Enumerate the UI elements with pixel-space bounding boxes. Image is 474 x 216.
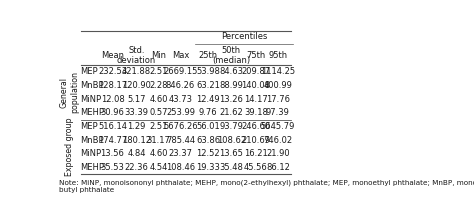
Text: MEP: MEP [81, 122, 98, 131]
Text: 2669.15: 2669.15 [163, 67, 198, 76]
Text: 35.48: 35.48 [219, 163, 243, 172]
Text: Min: Min [151, 51, 166, 60]
Text: 86.12: 86.12 [266, 163, 290, 172]
Text: 25th: 25th [199, 51, 218, 60]
Text: MEHP: MEHP [81, 163, 105, 172]
Text: 33.39: 33.39 [124, 108, 148, 117]
Text: 846.26: 846.26 [166, 81, 195, 90]
Text: General
population: General population [60, 71, 79, 113]
Text: 31.17: 31.17 [146, 135, 170, 145]
Text: 12.52: 12.52 [196, 149, 220, 158]
Text: 63.21: 63.21 [196, 81, 220, 90]
Text: 108.62: 108.62 [217, 135, 246, 145]
Text: 50th
(median): 50th (median) [212, 46, 250, 65]
Text: 785.44: 785.44 [166, 135, 195, 145]
Text: 421.88: 421.88 [122, 67, 151, 76]
Text: 108.46: 108.46 [166, 163, 195, 172]
Text: 63.86: 63.86 [196, 135, 220, 145]
Text: 5.17: 5.17 [127, 95, 146, 104]
Text: 45.56: 45.56 [244, 163, 268, 172]
Text: 88.99: 88.99 [219, 81, 243, 90]
Text: 128.17: 128.17 [98, 81, 127, 90]
Text: Mean: Mean [101, 51, 124, 60]
Text: 30.96: 30.96 [100, 108, 125, 117]
Text: 14.17: 14.17 [244, 95, 268, 104]
Text: 246.60: 246.60 [241, 122, 270, 131]
Text: 4.60: 4.60 [149, 149, 168, 158]
Text: MiNP: MiNP [81, 149, 102, 158]
Text: 17.76: 17.76 [266, 95, 290, 104]
Text: 35.53: 35.53 [100, 163, 125, 172]
Text: 97.39: 97.39 [266, 108, 290, 117]
Text: 43.73: 43.73 [168, 95, 192, 104]
Text: 95th: 95th [268, 51, 287, 60]
Text: Note: MiNP, monoisononyl phthalate; MEHP, mono(2-ethylhexyl) phthalate; MEP, mon: Note: MiNP, monoisononyl phthalate; MEHP… [59, 179, 474, 193]
Text: 120.90: 120.90 [122, 81, 151, 90]
Text: 5645.79: 5645.79 [261, 122, 295, 131]
Text: Std.
deviation: Std. deviation [117, 46, 156, 65]
Text: 209.87: 209.87 [241, 67, 270, 76]
Text: 53.98: 53.98 [196, 67, 220, 76]
Text: 4.84: 4.84 [127, 149, 146, 158]
Text: 1114.25: 1114.25 [261, 67, 295, 76]
Text: MEP: MEP [81, 67, 98, 76]
Text: 4.54: 4.54 [149, 163, 168, 172]
Text: 516.14: 516.14 [98, 122, 127, 131]
Text: 9.76: 9.76 [199, 108, 218, 117]
Text: 2.51: 2.51 [149, 122, 168, 131]
Text: 75th: 75th [246, 51, 265, 60]
Text: 93.79: 93.79 [219, 122, 243, 131]
Text: 13.65: 13.65 [219, 149, 243, 158]
Text: 746.02: 746.02 [263, 135, 292, 145]
Text: 4.60: 4.60 [149, 95, 168, 104]
Text: 22.36: 22.36 [125, 163, 148, 172]
Text: 13.56: 13.56 [100, 149, 125, 158]
Text: 174.77: 174.77 [98, 135, 127, 145]
Text: 56.01: 56.01 [196, 122, 220, 131]
Text: Max: Max [172, 51, 189, 60]
Text: 400.99: 400.99 [264, 81, 292, 90]
Text: Exposed group: Exposed group [65, 118, 74, 176]
Text: 21.62: 21.62 [219, 108, 243, 117]
Text: 39.18: 39.18 [244, 108, 268, 117]
Text: 84.63: 84.63 [219, 67, 243, 76]
Text: 0.57: 0.57 [149, 108, 168, 117]
Text: 12.49: 12.49 [196, 95, 220, 104]
Text: 1.29: 1.29 [127, 122, 146, 131]
Text: 210.69: 210.69 [241, 135, 270, 145]
Text: 140.08: 140.08 [241, 81, 270, 90]
Text: MEHP: MEHP [81, 108, 105, 117]
Text: 13.26: 13.26 [219, 95, 243, 104]
Text: 21.90: 21.90 [266, 149, 290, 158]
Text: Percentiles: Percentiles [221, 32, 267, 41]
Text: MnBP: MnBP [81, 135, 104, 145]
Text: 253.99: 253.99 [166, 108, 195, 117]
Text: MnBP: MnBP [81, 81, 104, 90]
Text: 12.08: 12.08 [100, 95, 124, 104]
Text: 2.51: 2.51 [149, 67, 168, 76]
Text: 23.37: 23.37 [168, 149, 192, 158]
Text: 5676.26: 5676.26 [163, 122, 198, 131]
Text: 19.33: 19.33 [196, 163, 220, 172]
Text: 2.28: 2.28 [149, 81, 168, 90]
Text: 232.53: 232.53 [98, 67, 127, 76]
Text: 16.21: 16.21 [244, 149, 268, 158]
Text: MiNP: MiNP [81, 95, 102, 104]
Text: 180.12: 180.12 [122, 135, 151, 145]
